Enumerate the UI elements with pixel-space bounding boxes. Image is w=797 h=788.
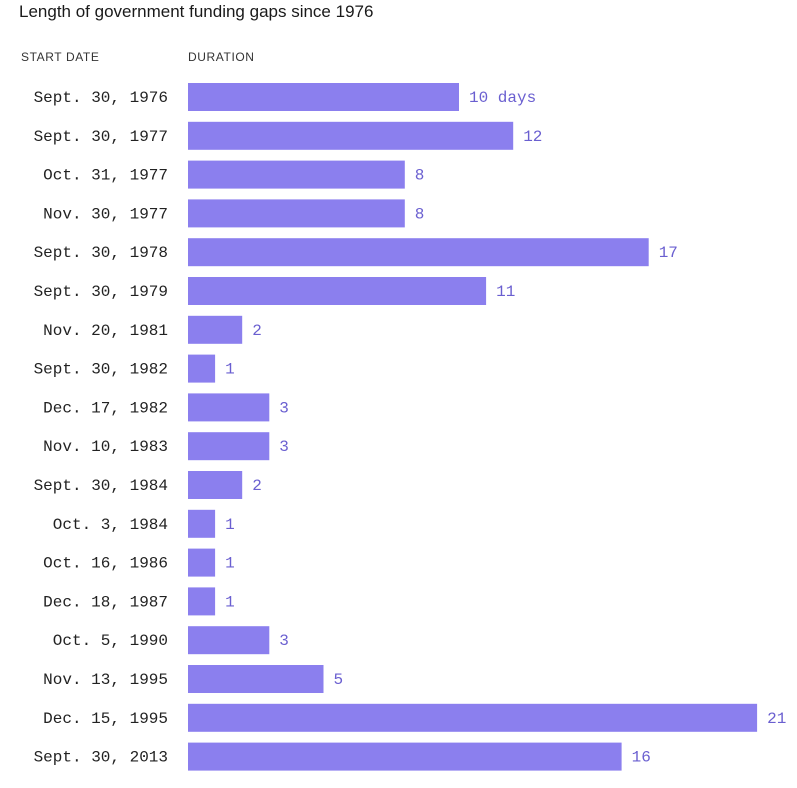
duration-bar bbox=[188, 471, 243, 499]
duration-bar bbox=[188, 83, 459, 111]
start-date-label: Sept. 30, 1978 bbox=[34, 244, 168, 262]
start-date-column-header: START DATE bbox=[21, 50, 100, 64]
duration-bar bbox=[188, 432, 270, 461]
start-date-label: Nov. 10, 1983 bbox=[43, 438, 168, 456]
start-date-label: Nov. 30, 1977 bbox=[43, 205, 168, 223]
duration-bar bbox=[188, 238, 649, 267]
duration-value-label: 11 bbox=[496, 283, 515, 301]
duration-value-label: 16 bbox=[632, 749, 651, 767]
duration-column-header: DURATION bbox=[188, 50, 255, 64]
duration-value-label: 3 bbox=[279, 438, 289, 456]
start-date-label: Nov. 20, 1981 bbox=[43, 322, 168, 340]
duration-value-label: 17 bbox=[659, 244, 678, 262]
duration-bar bbox=[188, 393, 270, 422]
duration-bar bbox=[188, 742, 622, 771]
start-date-label: Sept. 30, 1984 bbox=[34, 477, 168, 495]
start-date-label: Oct. 3, 1984 bbox=[53, 516, 168, 534]
start-date-label: Sept. 30, 1977 bbox=[34, 128, 168, 146]
duration-value-label: 21 bbox=[767, 710, 786, 728]
duration-bar bbox=[188, 587, 216, 616]
start-date-label: Nov. 13, 1995 bbox=[43, 671, 168, 689]
duration-value-label: 3 bbox=[279, 399, 289, 417]
start-date-label: Dec. 18, 1987 bbox=[43, 593, 168, 611]
duration-bar bbox=[188, 160, 405, 189]
start-date-label: Oct. 5, 1990 bbox=[53, 632, 168, 650]
duration-bar bbox=[188, 121, 514, 150]
start-date-label: Dec. 15, 1995 bbox=[43, 710, 168, 728]
duration-bar bbox=[188, 548, 216, 577]
duration-value-label: 8 bbox=[415, 167, 425, 185]
duration-value-label: 1 bbox=[225, 555, 235, 573]
start-date-label: Dec. 17, 1982 bbox=[43, 399, 168, 417]
start-date-label: Sept. 30, 2013 bbox=[34, 749, 168, 767]
duration-bar bbox=[188, 509, 216, 538]
duration-value-label: 1 bbox=[225, 516, 235, 534]
start-date-label: Sept. 30, 1979 bbox=[34, 283, 168, 301]
start-date-label: Sept. 30, 1976 bbox=[34, 89, 168, 107]
duration-value-label: 3 bbox=[279, 632, 289, 650]
duration-value-label: 5 bbox=[334, 671, 344, 689]
duration-value-label: 10 days bbox=[469, 89, 536, 107]
duration-value-label: 2 bbox=[252, 477, 262, 495]
start-date-label: Oct. 31, 1977 bbox=[43, 167, 168, 185]
duration-value-label: 1 bbox=[225, 361, 235, 379]
duration-value-label: 12 bbox=[523, 128, 542, 146]
duration-value-label: 1 bbox=[225, 593, 235, 611]
duration-value-label: 8 bbox=[415, 205, 425, 223]
duration-bar bbox=[188, 354, 216, 383]
chart-title: Length of government funding gaps since … bbox=[19, 2, 374, 21]
duration-value-label: 2 bbox=[252, 322, 262, 340]
duration-bar bbox=[188, 626, 270, 655]
duration-bar bbox=[188, 315, 243, 344]
start-date-label: Sept. 30, 1982 bbox=[34, 361, 168, 379]
start-date-label: Oct. 16, 1986 bbox=[43, 555, 168, 573]
duration-bar bbox=[188, 277, 487, 305]
duration-bar bbox=[188, 703, 758, 732]
duration-bar bbox=[188, 665, 324, 693]
duration-bar bbox=[188, 199, 405, 228]
